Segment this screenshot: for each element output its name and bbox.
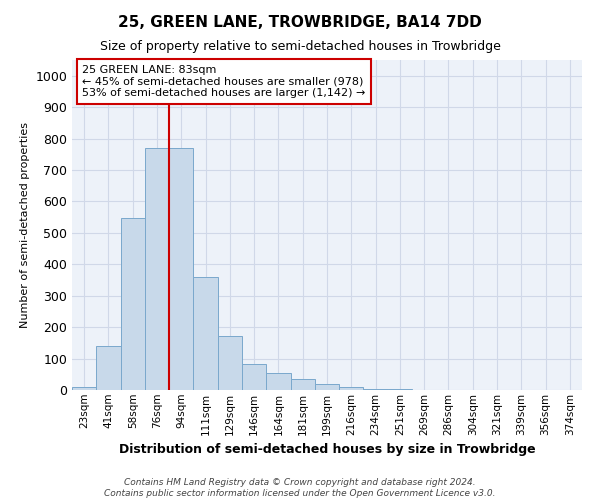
Bar <box>242 364 266 390</box>
Bar <box>290 379 315 390</box>
Bar <box>339 388 364 390</box>
X-axis label: Distribution of semi-detached houses by size in Trowbridge: Distribution of semi-detached houses by … <box>119 443 535 456</box>
Bar <box>145 148 169 390</box>
Bar <box>364 388 388 390</box>
Bar <box>169 148 193 390</box>
Text: Contains HM Land Registry data © Crown copyright and database right 2024.
Contai: Contains HM Land Registry data © Crown c… <box>104 478 496 498</box>
Y-axis label: Number of semi-detached properties: Number of semi-detached properties <box>20 122 30 328</box>
Bar <box>193 278 218 390</box>
Bar <box>121 218 145 390</box>
Bar <box>218 336 242 390</box>
Bar <box>96 346 121 390</box>
Text: 25, GREEN LANE, TROWBRIDGE, BA14 7DD: 25, GREEN LANE, TROWBRIDGE, BA14 7DD <box>118 15 482 30</box>
Text: 25 GREEN LANE: 83sqm
← 45% of semi-detached houses are smaller (978)
53% of semi: 25 GREEN LANE: 83sqm ← 45% of semi-detac… <box>82 65 365 98</box>
Text: Size of property relative to semi-detached houses in Trowbridge: Size of property relative to semi-detach… <box>100 40 500 53</box>
Bar <box>72 388 96 390</box>
Bar <box>315 384 339 390</box>
Bar <box>266 372 290 390</box>
